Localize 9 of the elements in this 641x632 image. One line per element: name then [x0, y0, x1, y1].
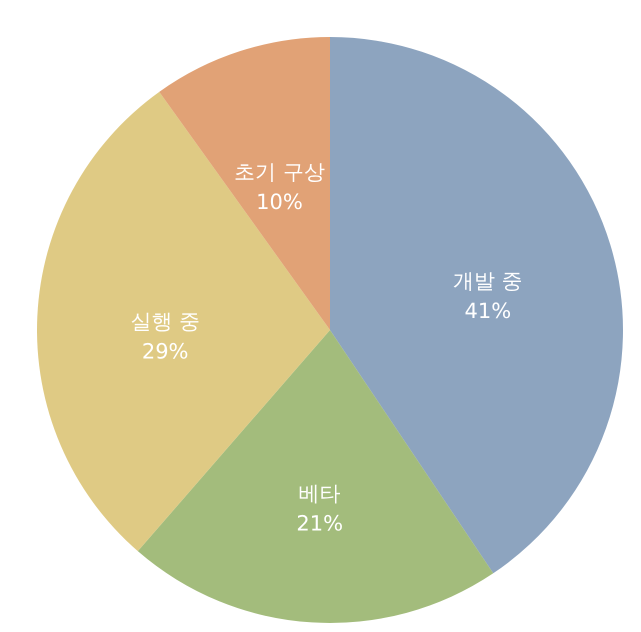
- slice-label: 개발 중: [453, 268, 523, 293]
- slice-label: 초기 구상: [234, 160, 325, 184]
- slice-label: 베타: [298, 482, 341, 506]
- pie-slice: [138, 330, 494, 623]
- data-label: 29%: [142, 339, 189, 364]
- slice-label: 실행 중: [130, 309, 200, 334]
- data-label: 10%: [256, 190, 303, 214]
- data-label: 21%: [296, 512, 344, 536]
- data-label: 41%: [464, 298, 512, 323]
